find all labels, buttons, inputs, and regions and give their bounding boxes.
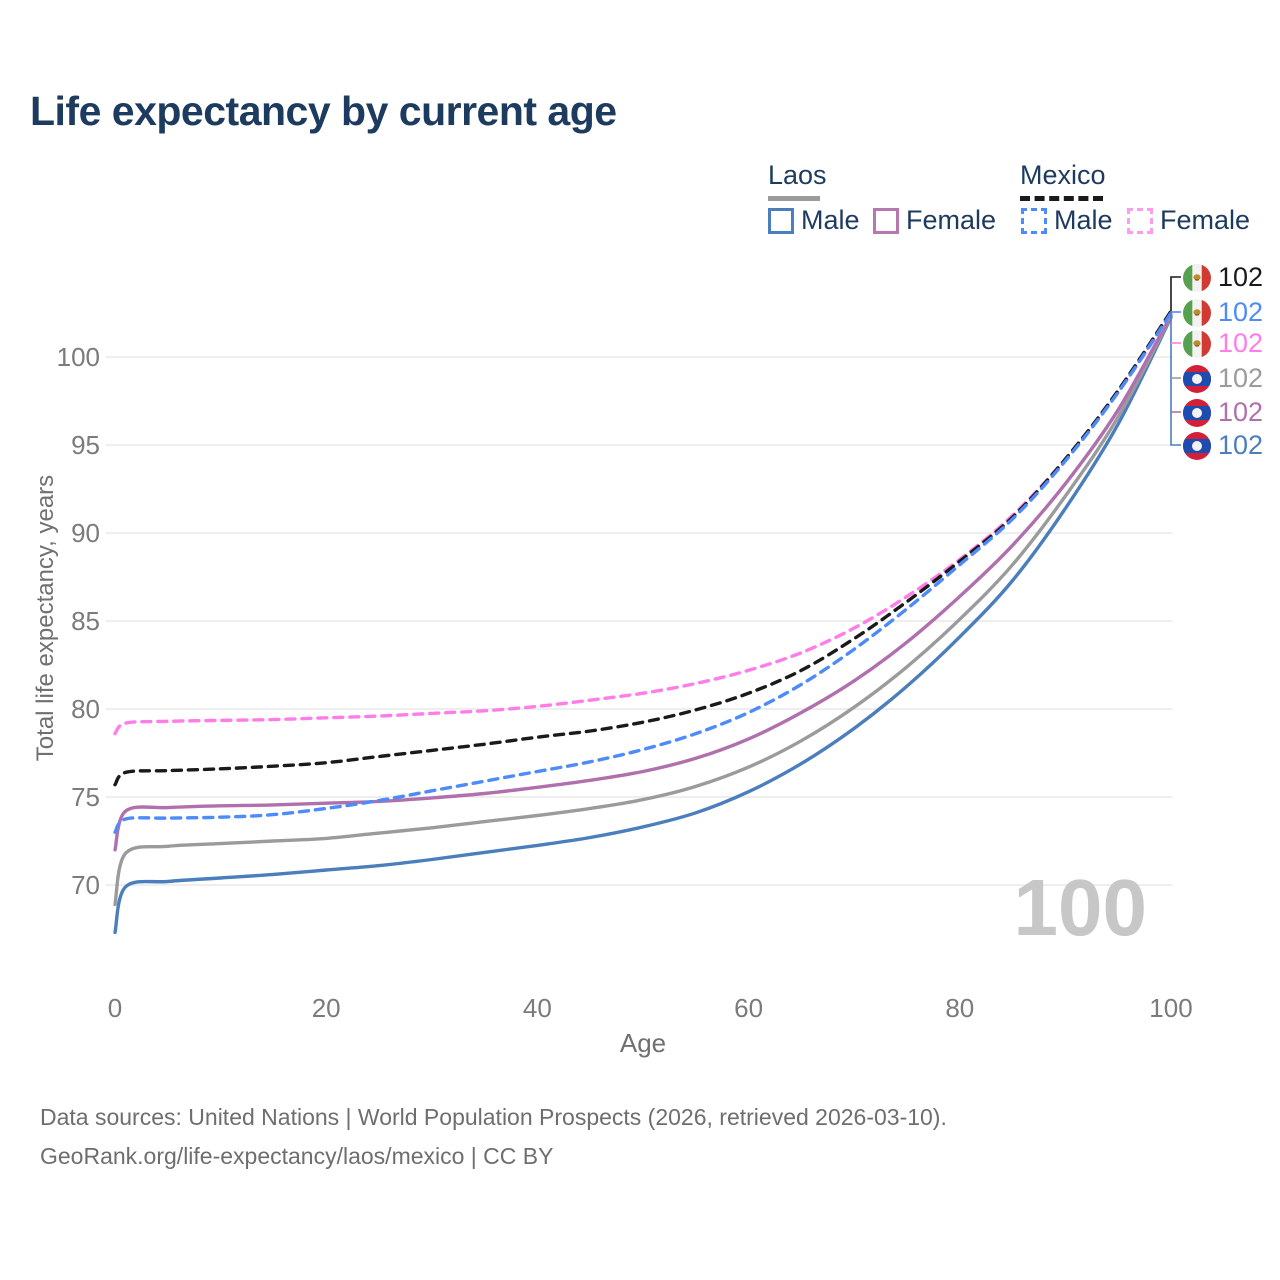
legend-underline-mexico <box>1020 196 1103 201</box>
legend-group-mexico: Mexico <box>1020 160 1106 190</box>
mexico-flag-icon <box>1183 298 1211 327</box>
end-label-row: 102 <box>1183 430 1263 461</box>
mexico-flag-icon <box>1183 263 1211 292</box>
end-label-row: 102 <box>1183 363 1263 394</box>
x-tick-label: 60 <box>734 993 764 1023</box>
end-label-value: 102 <box>1218 297 1264 327</box>
y-tick-label: 70 <box>71 870 100 900</box>
legend-item-mexico-female: Female <box>1127 205 1250 236</box>
y-tick-label: 100 <box>56 342 100 372</box>
end-label-value: 102 <box>1218 328 1264 358</box>
series-line-laos-female <box>113 313 1173 852</box>
footer-attribution: GeoRank.org/life-expectancy/laos/mexico … <box>40 1143 554 1169</box>
series-line-laos-male <box>113 315 1173 935</box>
y-axis-title: Total life expectancy, years <box>32 474 59 762</box>
y-tick-label: 80 <box>71 694 100 724</box>
legend-item-laos-male: Male <box>768 205 860 236</box>
legend-item-label: Male <box>1054 205 1113 235</box>
y-tick-label: 75 <box>71 782 100 812</box>
laos-flag-icon <box>1183 364 1211 393</box>
series-line-mexico-total <box>113 309 1173 787</box>
mexico-flag-icon <box>1183 329 1211 358</box>
x-tick-label: 100 <box>1149 993 1193 1023</box>
legend-group-laos: Laos <box>768 160 827 190</box>
legend-swatch <box>873 207 899 234</box>
end-label-row: 102 <box>1183 397 1263 428</box>
end-label-value: 102 <box>1218 262 1264 292</box>
legend-swatch <box>1021 207 1047 234</box>
page-title: Life expectancy by current age <box>30 88 617 134</box>
y-tick-label: 95 <box>71 430 100 460</box>
y-tick-label: 90 <box>71 518 100 548</box>
legend-item-label: Male <box>801 205 860 235</box>
x-tick-label: 20 <box>311 993 341 1023</box>
legend-item-label: Female <box>1160 205 1251 235</box>
legend-item-label: Female <box>906 205 997 235</box>
end-label-value: 102 <box>1218 430 1264 460</box>
leader-line-bottom <box>1170 311 1181 446</box>
end-label-value: 102 <box>1218 363 1264 393</box>
legend-swatch <box>1127 207 1153 234</box>
legend-item-mexico-male: Male <box>1021 205 1113 236</box>
footer-data-sources: Data sources: United Nations | World Pop… <box>40 1104 947 1130</box>
y-tick-label: 85 <box>71 606 100 636</box>
end-label-row: 102 <box>1183 297 1263 328</box>
series-line-mexico-male <box>113 311 1173 834</box>
x-tick-label: 80 <box>945 993 975 1023</box>
laos-flag-icon <box>1183 431 1211 460</box>
series-line-laos-total <box>113 314 1173 907</box>
end-label-row: 102 <box>1183 262 1263 293</box>
legend-underline-laos <box>768 196 820 201</box>
legend-item-laos-female: Female <box>873 205 996 236</box>
x-axis-title: Age <box>619 1028 667 1058</box>
series-line-mexico-female <box>113 312 1173 736</box>
legend-swatch <box>768 207 794 234</box>
leader-line-top <box>1170 276 1181 311</box>
end-label-row: 102 <box>1183 328 1263 359</box>
age-watermark: 100 <box>1013 863 1147 952</box>
laos-flag-icon <box>1183 398 1211 427</box>
end-label-value: 102 <box>1218 397 1264 427</box>
x-tick-label: 40 <box>522 993 552 1023</box>
x-tick-label: 0 <box>107 993 123 1023</box>
